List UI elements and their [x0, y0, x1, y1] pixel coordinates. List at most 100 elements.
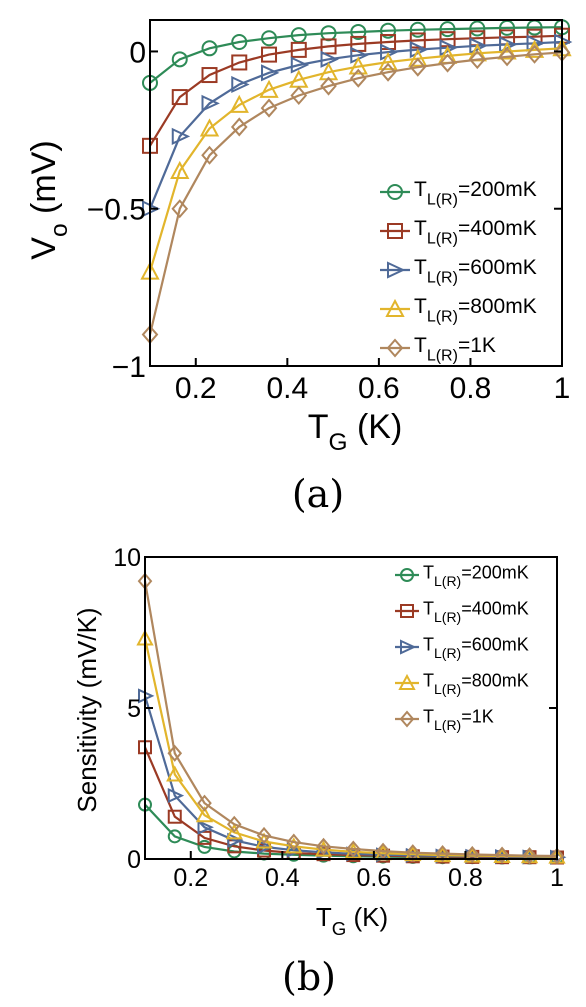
series-4-point-7	[349, 68, 367, 88]
series-0	[142, 19, 570, 91]
x-tick-label-3: 0.8	[450, 372, 492, 405]
series-2-line	[143, 695, 558, 859]
series-4-point-3	[226, 815, 242, 833]
series-2-point-1	[171, 127, 191, 145]
series-1-point-6	[320, 38, 337, 55]
series-4-point-1	[171, 199, 189, 219]
series-0-line	[149, 26, 563, 84]
series-3-point-4	[259, 79, 279, 98]
series-3-point-9	[408, 48, 428, 67]
y-tick-label-2: −1	[112, 351, 146, 384]
series-4-point-3	[230, 117, 248, 137]
legend: TL(R)=200mK TL(R)=400mK TL(R)=600mK TL(R)=8…	[395, 563, 529, 733]
series-4-point-5	[286, 833, 302, 851]
series-3-point-7	[348, 56, 368, 75]
series-1-point-3	[231, 54, 248, 71]
legend: TL(R)=200mK TL(R)=400mK TL(R)=600mK TL(R)=8…	[380, 178, 537, 365]
series-2-point-2	[201, 94, 220, 112]
series-4-point-4	[260, 98, 278, 118]
series-1-point-1	[171, 89, 188, 106]
series-1-point-2	[201, 67, 218, 84]
x-tick-label-2: 0.6	[358, 372, 400, 405]
legend-marker-1	[387, 223, 403, 239]
x-axis-label: TG (K)	[308, 408, 403, 456]
y-axis-label: Sensitivity (mV/K)	[72, 607, 102, 812]
legend-marker-4	[399, 710, 415, 728]
series-1-point-2	[197, 830, 212, 845]
series-0-point-2	[201, 40, 218, 57]
series-4-point-6	[320, 76, 337, 96]
series-2-point-6	[320, 50, 339, 68]
series-4	[141, 42, 571, 345]
series-4-point-10	[439, 53, 456, 73]
series-4-line	[143, 581, 558, 858]
series-3-point-2	[195, 806, 214, 823]
series-3-point-12	[497, 41, 517, 60]
series-1-point-9	[409, 32, 426, 49]
plot-frame	[149, 19, 563, 367]
y-tick-label-0: 0	[129, 36, 146, 69]
series-4-point-7	[345, 840, 361, 858]
panel-label-b: (b)	[282, 955, 336, 999]
series-4-point-13	[526, 44, 543, 64]
series-2-point-4	[261, 64, 280, 82]
series-4-point-6	[316, 837, 331, 855]
legend-label-1: TL(R)=400mK	[414, 217, 537, 247]
legend-marker-2	[400, 639, 417, 655]
legend-label-1: TL(R)=400mK	[423, 599, 529, 625]
series-3-point-8	[378, 52, 398, 71]
x-tick-label-1: 0.4	[265, 864, 300, 892]
legend-label-4: TL(R)=1K	[423, 707, 494, 733]
series-3	[140, 38, 572, 280]
series-4-point-12	[498, 47, 516, 67]
legend-label-2: TL(R)=600mK	[423, 635, 529, 661]
series-3-point-3	[229, 94, 249, 113]
series-4-point-14	[549, 847, 565, 865]
legend-marker-0	[387, 184, 403, 200]
series-4-point-4	[256, 826, 272, 844]
series-0-point-8	[380, 22, 397, 39]
x-tick-label-0: 0.2	[175, 372, 217, 405]
series-2-line	[148, 40, 563, 210]
y-tick-label-1: 5	[127, 695, 141, 723]
series-3-point-1	[170, 160, 190, 179]
series-2-point-11	[469, 37, 488, 55]
series-2-point-5	[290, 56, 310, 74]
series-4-point-2	[201, 145, 218, 165]
x-tick-label-3: 0.8	[448, 864, 483, 892]
series-4-line	[148, 51, 563, 335]
series-0-point-2	[197, 839, 212, 854]
series-0-point-1	[171, 51, 188, 68]
legend-label-3: TL(R)=800mK	[423, 671, 529, 697]
series-3	[136, 629, 566, 864]
series-2-point-2	[197, 819, 214, 835]
series-3-point-4	[255, 832, 273, 849]
legend-marker-0	[400, 568, 414, 582]
y-tick-label-2: 10	[113, 544, 141, 572]
series-0-point-4	[261, 30, 278, 47]
series-0-point-3	[231, 34, 248, 51]
series-4-point-10	[435, 845, 450, 863]
legend-marker-4	[386, 338, 404, 358]
x-tick-label-1: 0.4	[266, 372, 308, 405]
series-4-point-9	[409, 57, 427, 77]
series-2-point-3	[231, 75, 250, 94]
series-4-point-11	[468, 50, 486, 70]
legend-label-4: TL(R)=1K	[414, 334, 496, 364]
series-3-point-2	[199, 118, 220, 137]
x-tick-label-4: 1	[554, 372, 571, 405]
series-4-point-12	[494, 846, 510, 864]
legend-label-3: TL(R)=800mK	[414, 295, 537, 325]
series-4-point-13	[522, 847, 537, 865]
series-1-point-4	[261, 46, 278, 63]
x-axis-label: TG (K)	[316, 902, 388, 939]
legend-label-0: TL(R)=200mK	[414, 178, 537, 208]
series-1-point-5	[290, 41, 307, 58]
legend-label-2: TL(R)=600mK	[414, 256, 537, 286]
series-0-point-7	[350, 23, 367, 40]
series-2-point-10	[439, 39, 458, 57]
series-0-point-11	[469, 20, 486, 37]
x-tick-label-2: 0.6	[357, 864, 392, 892]
series-4-point-8	[379, 62, 397, 82]
